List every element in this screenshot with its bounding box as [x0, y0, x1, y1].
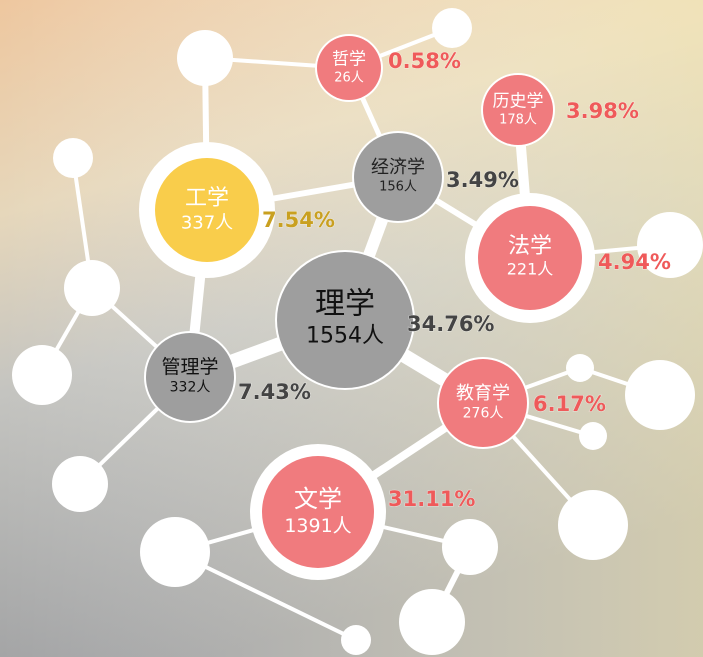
node-name: 法学: [508, 234, 552, 259]
node-name: 经济学: [371, 157, 425, 178]
node-circle: [146, 333, 234, 421]
node-name: 管理学: [161, 356, 218, 378]
node-circle: [277, 252, 413, 388]
node-percent: 3.49%: [446, 168, 519, 192]
node-circle: [317, 36, 381, 100]
node-count: 221人: [507, 260, 554, 279]
node-percent: 3.98%: [566, 99, 639, 123]
node-percent: 31.11%: [388, 487, 475, 511]
node-percent: 7.54%: [262, 208, 335, 232]
node-percent: 7.43%: [238, 380, 311, 404]
node-circle: [483, 75, 553, 145]
node-count: 1391人: [284, 515, 351, 537]
node-percent: 4.94%: [598, 250, 671, 274]
node-count: 276人: [463, 406, 504, 422]
node-count: 337人: [181, 213, 233, 234]
node-circle: [354, 133, 442, 221]
node-count: 26人: [334, 70, 364, 85]
node-circle: [262, 456, 374, 568]
node-name: 文学: [294, 485, 342, 513]
node-circle: [478, 206, 582, 310]
node-name: 哲学: [332, 50, 366, 70]
node-circle: [439, 359, 527, 447]
node-count: 1554人: [306, 324, 384, 349]
node-name: 教育学: [456, 383, 510, 404]
node-count: 332人: [170, 380, 211, 396]
node-circle: [155, 158, 259, 262]
node-count: 156人: [379, 179, 417, 194]
node-name: 历史学: [493, 92, 544, 112]
node-percent: 34.76%: [407, 312, 494, 336]
node-name: 理学: [315, 287, 375, 322]
node-name: 工学: [185, 186, 229, 211]
node-count: 178人: [499, 112, 537, 127]
node-percent: 0.58%: [388, 49, 461, 73]
node-percent: 6.17%: [533, 392, 606, 416]
